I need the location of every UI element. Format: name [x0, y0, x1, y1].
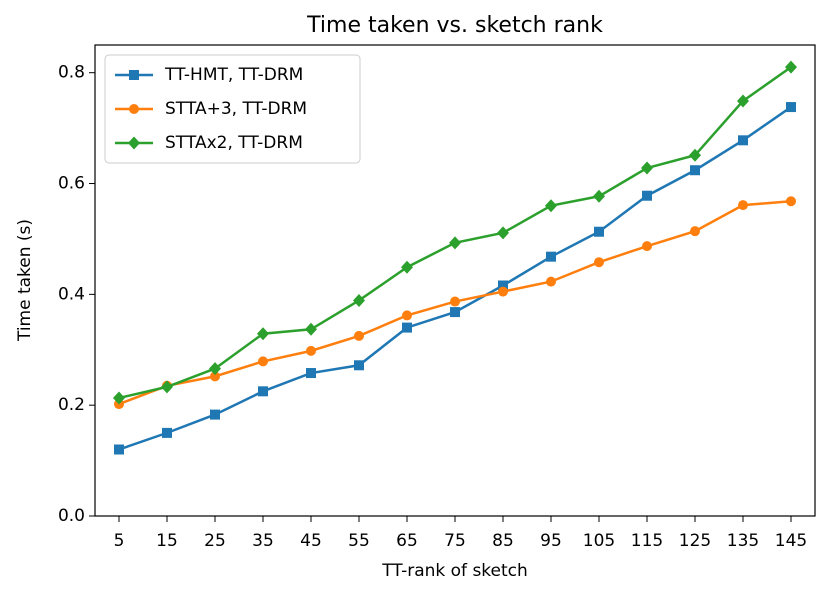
marker — [354, 330, 364, 341]
marker — [129, 104, 139, 114]
marker — [785, 60, 797, 74]
legend-label: TT-HMT, TT-DRM — [164, 65, 303, 85]
y-tick-label: 0.2 — [58, 395, 85, 415]
marker — [129, 70, 139, 80]
y-tick-label: 0.0 — [58, 506, 85, 526]
chart-title: Time taken vs. sketch rank — [306, 13, 603, 38]
y-tick-label: 0.6 — [58, 174, 85, 194]
marker — [161, 380, 173, 394]
marker — [306, 368, 316, 379]
x-tick-label: 45 — [300, 531, 322, 551]
legend: TT-HMT, TT-DRM STTA+3, TT-DRM STTAx2, TT-D… — [104, 54, 361, 164]
marker — [546, 276, 556, 287]
marker — [114, 444, 124, 455]
legend-box — [104, 54, 361, 164]
x-tick-label: 65 — [396, 531, 418, 551]
x-tick-label: 55 — [348, 531, 370, 551]
marker — [450, 296, 460, 307]
marker — [257, 327, 269, 341]
x-axis-label: TT-rank of sketch — [381, 561, 528, 581]
marker — [128, 136, 140, 150]
legend-label: STTA+3, TT-DRM — [165, 99, 307, 119]
x-tick-label: 35 — [252, 531, 274, 551]
marker — [353, 293, 365, 307]
marker — [210, 371, 220, 382]
y-tick-label: 0.4 — [58, 284, 85, 304]
x-tick-label: 115 — [631, 531, 663, 551]
x-tick-label: 135 — [727, 531, 759, 551]
marker — [402, 322, 412, 333]
x-tick-label: 75 — [444, 531, 466, 551]
x-tick-label: 25 — [204, 531, 226, 551]
marker — [786, 102, 796, 113]
x-tick-label: 5 — [114, 531, 125, 551]
marker — [642, 190, 652, 201]
marker — [641, 161, 653, 175]
marker — [690, 226, 700, 237]
marker — [689, 148, 701, 162]
y-tick-label: 0.8 — [58, 63, 85, 83]
y-axis-label: Time taken (s) — [15, 219, 35, 342]
marker — [354, 360, 364, 371]
marker — [449, 236, 461, 250]
marker — [594, 257, 604, 268]
x-tick-label: 95 — [540, 531, 562, 551]
x-tick-label: 125 — [679, 531, 711, 551]
marker — [162, 427, 172, 438]
marker — [402, 310, 412, 321]
marker — [306, 345, 316, 356]
x-tick-label: 85 — [492, 531, 514, 551]
marker — [593, 189, 605, 203]
marker — [498, 286, 508, 297]
marker — [545, 199, 557, 213]
marker — [594, 226, 604, 237]
marker — [450, 307, 460, 318]
legend-label: STTAx2, TT-DRM — [165, 133, 303, 153]
marker — [786, 196, 796, 207]
marker — [113, 391, 125, 405]
marker — [210, 409, 220, 420]
marker — [642, 241, 652, 252]
marker — [258, 386, 268, 397]
marker — [305, 322, 317, 336]
marker — [737, 94, 749, 108]
x-tick-label: 15 — [156, 531, 178, 551]
marker — [258, 356, 268, 367]
marker — [497, 226, 509, 240]
marker — [498, 280, 508, 291]
marker — [690, 165, 700, 176]
marker — [738, 135, 748, 146]
x-tick-label: 145 — [775, 531, 807, 551]
marker — [546, 251, 556, 262]
plot-frame — [94, 44, 816, 517]
marker — [401, 260, 413, 274]
marker — [209, 362, 221, 376]
x-tick-label: 105 — [583, 531, 615, 551]
marker — [738, 200, 748, 211]
